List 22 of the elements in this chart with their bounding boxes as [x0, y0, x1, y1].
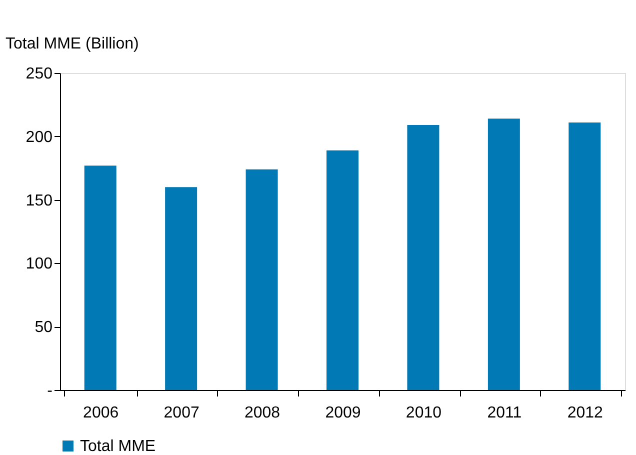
- legend-label: Total MME: [80, 438, 156, 455]
- y-tick-label: -: [47, 382, 52, 400]
- y-tick-label: 250: [26, 66, 53, 82]
- y-axis-title: Total MME (Billion): [6, 36, 139, 52]
- x-tick-label: 2012: [567, 404, 604, 422]
- y-tick-label: 100: [26, 256, 53, 273]
- y-tick-label: 50: [34, 319, 53, 336]
- bar: [568, 122, 601, 390]
- x-tick-label: 2008: [244, 404, 280, 422]
- y-tick-label: 150: [26, 192, 53, 210]
- bar: [326, 150, 358, 390]
- x-tick-label: 2006: [83, 404, 119, 422]
- x-tick-label: 2010: [406, 404, 442, 422]
- bar: [407, 124, 440, 390]
- bar: [165, 187, 198, 390]
- bar: [84, 166, 116, 390]
- y-tick-label: 200: [26, 128, 53, 146]
- bar: [246, 169, 278, 390]
- bar: [488, 118, 520, 390]
- x-tick-label: 2007: [164, 404, 200, 422]
- x-tick-label: 2009: [325, 404, 361, 422]
- x-tick-label: 2011: [487, 404, 522, 422]
